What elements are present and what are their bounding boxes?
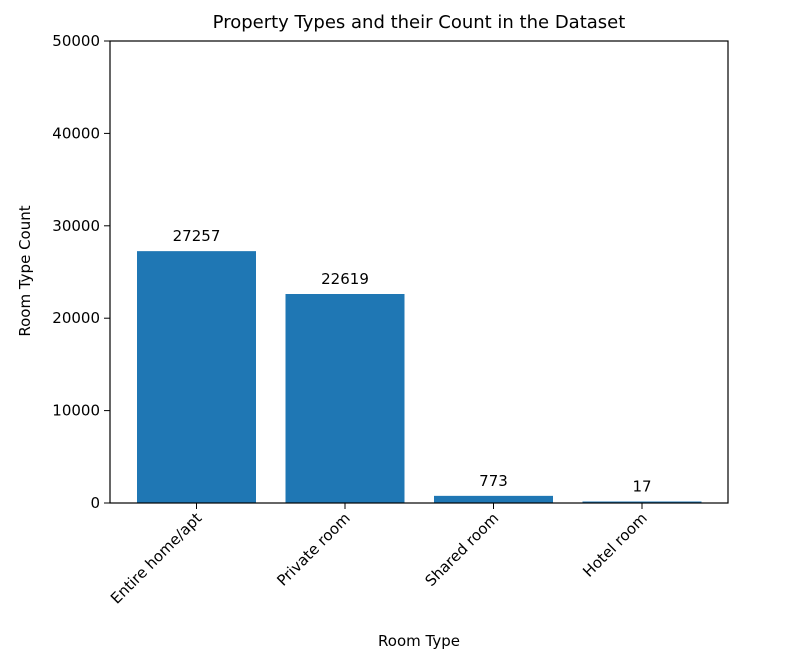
x-tick-label: Shared room [421, 509, 502, 590]
data-label: 27257 [173, 227, 221, 245]
y-axis-ticks: 0 10000 20000 30000 40000 50000 [52, 32, 110, 512]
x-axis-label: Room Type [378, 632, 460, 650]
bar-entire-home-apt [137, 251, 256, 503]
y-axis-label: Room Type Count [16, 205, 34, 336]
y-tick-label: 10000 [52, 402, 100, 420]
x-tick-label: Entire home/apt [107, 509, 205, 607]
data-label: 17 [632, 478, 651, 496]
y-tick-label: 40000 [52, 124, 100, 142]
y-tick-label: 30000 [52, 217, 100, 235]
plot-area-frame [109, 40, 729, 504]
data-label: 22619 [321, 270, 369, 288]
data-labels-group: 27257 22619 773 17 [173, 227, 652, 495]
x-tick-label: Private room [273, 509, 354, 590]
bar-shared-room [434, 495, 553, 503]
chart-title: Property Types and their Count in the Da… [213, 12, 626, 33]
bar-hotel-room [582, 501, 702, 503]
bar-private-room [285, 294, 405, 503]
x-axis-ticks: Entire home/apt Private room Shared room Ho… [107, 503, 651, 607]
y-tick-label: 20000 [52, 309, 100, 327]
data-label: 773 [479, 472, 508, 490]
y-tick-label: 0 [90, 494, 100, 512]
bars-group [137, 251, 702, 503]
y-tick-label: 50000 [52, 32, 100, 50]
x-tick-label: Hotel room [579, 509, 651, 581]
